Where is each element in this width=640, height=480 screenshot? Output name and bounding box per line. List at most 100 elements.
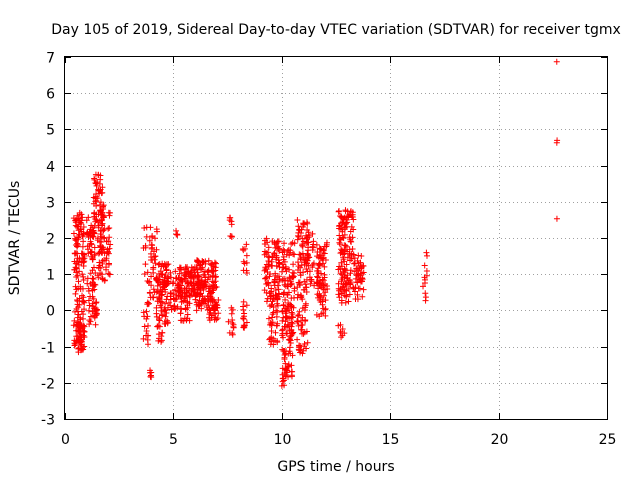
data-point: [351, 255, 358, 262]
data-point: [153, 310, 160, 317]
data-point: [280, 290, 287, 297]
data-point: [195, 281, 202, 288]
data-point: [289, 352, 296, 359]
data-point: [161, 274, 168, 281]
data-point: [243, 241, 250, 248]
data-point: [354, 279, 361, 286]
data-point: [296, 308, 303, 315]
data-point: [241, 324, 248, 331]
data-point: [91, 209, 98, 216]
data-point: [80, 322, 87, 329]
data-point: [156, 273, 163, 280]
data-point: [344, 254, 351, 261]
data-point: [285, 299, 292, 306]
data-point: [85, 250, 92, 257]
data-point: [143, 332, 150, 339]
data-point: [349, 245, 356, 252]
data-point: [355, 275, 362, 282]
data-point: [94, 195, 101, 202]
data-point: [305, 244, 312, 251]
data-point: [282, 263, 289, 270]
data-point: [84, 243, 91, 250]
data-point: [156, 295, 163, 302]
data-point: [91, 244, 98, 251]
data-point: [337, 212, 344, 219]
data-point: [281, 248, 288, 255]
data-point: [163, 261, 170, 268]
data-point: [176, 276, 183, 283]
data-point: [78, 217, 85, 224]
data-point: [288, 332, 295, 339]
data-point: [263, 298, 270, 305]
data-point: [105, 209, 112, 216]
data-point: [163, 267, 170, 274]
data-point: [286, 266, 293, 273]
y-tick-label: 5: [46, 123, 55, 139]
data-point: [71, 317, 78, 324]
data-point: [152, 253, 159, 260]
data-point: [88, 222, 95, 229]
data-point: [287, 339, 294, 346]
data-point: [94, 235, 101, 242]
data-point: [179, 278, 186, 285]
data-point: [275, 286, 282, 293]
data-point: [100, 245, 107, 252]
data-point: [89, 233, 96, 240]
data-point: [173, 227, 180, 234]
data-point: [280, 301, 287, 308]
data-point: [281, 352, 288, 359]
data-point: [144, 278, 151, 285]
data-point: [272, 270, 279, 277]
data-point: [280, 246, 287, 253]
data-point: [357, 259, 364, 266]
data-point: [241, 260, 248, 267]
data-point: [75, 221, 82, 228]
data-point: [299, 321, 306, 328]
data-point: [289, 320, 296, 327]
data-point: [80, 224, 87, 231]
data-point: [81, 299, 88, 306]
x-tick-label: 10: [274, 432, 292, 448]
data-point: [80, 298, 87, 305]
data-point: [105, 261, 112, 268]
data-point: [284, 291, 291, 298]
data-point: [149, 232, 156, 239]
data-point: [271, 279, 278, 286]
data-point: [159, 278, 166, 285]
data-point: [240, 298, 247, 305]
y-tick-label: 2: [46, 232, 55, 248]
data-point: [353, 271, 360, 278]
data-point: [86, 317, 93, 324]
data-point: [202, 296, 209, 303]
data-point: [336, 232, 343, 239]
data-point: [272, 287, 279, 294]
data-point: [75, 278, 82, 285]
data-point: [106, 234, 113, 241]
data-point: [184, 311, 191, 318]
data-point: [205, 269, 212, 276]
data-point: [142, 244, 149, 251]
data-point: [215, 310, 222, 317]
data-point: [225, 318, 232, 325]
data-point: [92, 300, 99, 307]
data-point: [273, 256, 280, 263]
data-point: [294, 313, 301, 320]
data-point: [360, 262, 367, 269]
data-point: [343, 261, 350, 268]
y-axis-title: SDTVAR / TECUs: [7, 181, 23, 296]
data-point: [184, 280, 191, 287]
data-point: [158, 338, 165, 345]
data-point: [336, 239, 343, 246]
data-point: [299, 314, 306, 321]
data-point: [95, 224, 102, 231]
data-point: [85, 297, 92, 304]
data-point: [191, 275, 198, 282]
data-point: [305, 239, 312, 246]
data-point: [149, 256, 156, 263]
data-point: [163, 317, 170, 324]
data-point: [268, 328, 275, 335]
data-point: [175, 288, 182, 295]
data-point: [273, 307, 280, 314]
plot-frame: [64, 56, 608, 420]
data-point: [162, 300, 169, 307]
